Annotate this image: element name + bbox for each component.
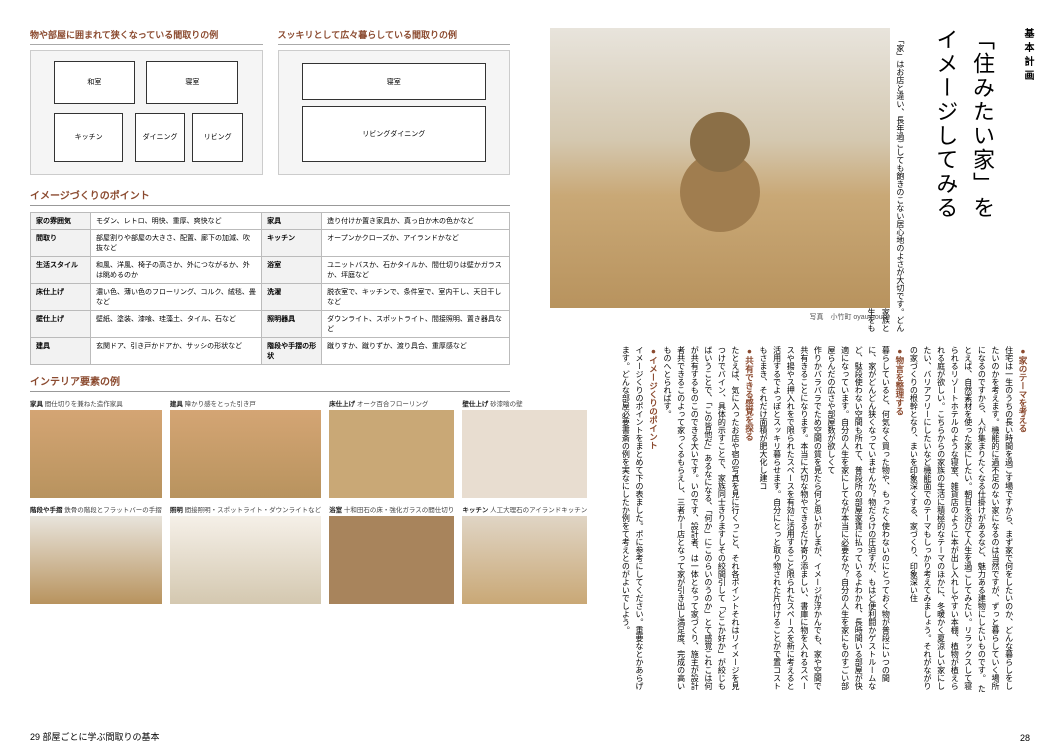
table-cell: 床仕上げ [31, 284, 91, 311]
main-photo [550, 28, 890, 308]
interior-grid: 家具 間仕切りを兼ねた造作家具建具 障かり感をとった引き戸床仕上げ オーク百合フ… [30, 398, 510, 604]
main-title-2: イメージしてみる [931, 28, 960, 338]
table-cell: ユニットバスか、石かタイルか、間仕切りは壁かガラスか、坪庭など [322, 257, 510, 284]
table-cell: 玄関ドア、引き戸かドアか、サッシの形状など [91, 338, 262, 365]
table-cell: 壁仕上げ [31, 311, 91, 338]
title-block: 基本計画 「住みたい家」を イメージしてみる 「家」はお店と違い、長年過ごしても… [905, 28, 1035, 338]
page-number-right: 28 [1020, 733, 1030, 743]
table-cell: 壁紙、塗装、漆喰、珪藻土、タイル、石など [91, 311, 262, 338]
table-cell: 家具 [262, 213, 322, 230]
table-row: 家の雰囲気モダン、レトロ、明快、重厚、爽快など家具造り付けか置き家具か、真っ白か… [31, 213, 510, 230]
table-cell: 部屋割りや部屋の大きさ、配置、廊下の加減、吹抜など [91, 230, 262, 257]
table-cell: 照明器具 [262, 311, 322, 338]
table-cell: 造り付けか置き家具か、真っ白か木の色かなど [322, 213, 510, 230]
body-text-area: ●家のテーマを考える 住宅は一生のうちの長い時間を過ごす場ですから、まず家で何を… [550, 346, 1030, 696]
table-cell: 脱衣室で、キッチンで、条件室で、室内干し、天日干しなど [322, 284, 510, 311]
floorplan-2-image: 寝室 リビングダイニング [278, 50, 511, 175]
interior-label: 階段や手摺 鉄骨の階段とフラットバーの手摺 [30, 504, 162, 514]
table-row: 間取り部屋割りや部屋の大きさ、配置、廊下の加減、吹抜などキッチンオープンかクロー… [31, 230, 510, 257]
page-spread: 物や部屋に囲まれて狭くなっている間取りの例 和室 寝室 キッチン ダイニング リ… [0, 0, 1060, 755]
body-column-2: 作りかバラバラでため空間の質を見たら何と思いがしまが、イメージが浮かんでも、家や… [619, 346, 825, 696]
interior-item: 床仕上げ オーク百合フローリング [329, 398, 454, 498]
body-heading-1: ●家のテーマを考える [1018, 346, 1028, 433]
fp-room: ダイニング [135, 113, 186, 162]
interior-image [30, 410, 162, 498]
interior-image [170, 516, 321, 604]
points-title: イメージづくりのポイント [30, 187, 510, 206]
main-photo-wrapper: 写真 小竹町 oyau-house [550, 28, 890, 338]
body-heading-2: ●物言を整理する [895, 346, 905, 416]
floorplan-row: 物や部屋に囲まれて狭くなっている間取りの例 和室 寝室 キッチン ダイニング リ… [30, 28, 510, 175]
body-text-3b: たとえば、気に入ったお店や宿の写真を見に行くっこと、それ各ポイントそれはリイメー… [663, 346, 740, 690]
interior-image [30, 516, 162, 604]
table-cell: キッチン [262, 230, 322, 257]
floorplan-1-title: 物や部屋に囲まれて狭くなっている間取りの例 [30, 28, 263, 45]
table-cell: 間取り [31, 230, 91, 257]
interior-title: インテリア要素の例 [30, 373, 510, 392]
table-row: 床仕上げ濃い色、薄い色のフローリング、コルク、絨毯、畳など洗濯脱衣室で、キッチン… [31, 284, 510, 311]
page-number-left: 29 部屋ごとに学ぶ間取りの基本 [30, 730, 160, 743]
interior-label: 床仕上げ オーク百合フローリング [329, 398, 454, 408]
table-cell: 階段や手摺の形状 [262, 338, 322, 365]
table-cell: 生活スタイル [31, 257, 91, 284]
fp-room: リビング [192, 113, 243, 162]
body-text-4: イメージくりのポイントをまとめて下の表ました。ポに参考にしてください。重要なとか… [621, 346, 644, 690]
interior-item: 照明 間接照明・スポットライト・ダウンライトなど [170, 504, 321, 604]
table-cell: 家の雰囲気 [31, 213, 91, 230]
body-heading-3: ●共有できる感覚を探る [744, 346, 754, 441]
floorplan-2-title: スッキリとして広々暮らしている間取りの例 [278, 28, 511, 45]
table-row: 建具玄関ドア、引き戸かドアか、サッシの形状など階段や手摺の形状蹴りすか、蹴りずか… [31, 338, 510, 365]
table-cell: 洗濯 [262, 284, 322, 311]
body-text-1a: 住宅は一生のうちの長い時間を過ごす場ですから、まず家で何をしたいのか、どんな暮ら… [977, 346, 1013, 690]
photo-caption: 写真 小竹町 oyau-house [550, 312, 890, 322]
table-row: 生活スタイル和風、洋風、椅子の高さか、外につながるか、外は眺めるのか浴室ユニット… [31, 257, 510, 284]
floorplan-1-image: 和室 寝室 キッチン ダイニング リビング [30, 50, 263, 175]
interior-item: 建具 障かり感をとった引き戸 [170, 398, 321, 498]
table-cell: 和風、洋風、椅子の高さか、外につながるか、外は眺めるのか [91, 257, 262, 284]
right-page: 写真 小竹町 oyau-house 基本計画 「住みたい家」を イメージしてみる… [530, 0, 1060, 755]
table-cell: 濃い色、薄い色のフローリング、コルク、絨毯、畳など [91, 284, 262, 311]
table-cell: オープンかクローズか、アイランドかなど [322, 230, 510, 257]
interior-item: 家具 間仕切りを兼ねた造作家具 [30, 398, 162, 498]
interior-label: 家具 間仕切りを兼ねた造作家具 [30, 398, 162, 408]
interior-image [329, 516, 454, 604]
floorplan-1: 物や部屋に囲まれて狭くなっている間取りの例 和室 寝室 キッチン ダイニング リ… [30, 28, 263, 175]
body-text-3a: 作りかバラバラでため空間の質を見たら何と思いがしまが、イメージが浮かんでも、家や… [759, 346, 822, 690]
interior-label: 照明 間接照明・スポットライト・ダウンライトなど [170, 504, 321, 514]
subtitle: 基本計画 [1020, 28, 1035, 338]
fp-room: 寝室 [302, 63, 486, 100]
left-page: 物や部屋に囲まれて狭くなっている間取りの例 和室 寝室 キッチン ダイニング リ… [0, 0, 530, 755]
interior-label: 建具 障かり感をとった引き戸 [170, 398, 321, 408]
floorplan-2: スッキリとして広々暮らしている間取りの例 寝室 リビングダイニング [278, 28, 511, 175]
fp-room: 寝室 [146, 61, 238, 104]
table-cell: 建具 [31, 338, 91, 365]
body-text-1b: たとえば、自然素材を使った家にしたい。朝日を浴びて人生を過ごしてみたい。リラック… [909, 346, 986, 692]
main-title-1: 「住みたい家」を [967, 28, 996, 338]
table-cell: 蹴りすか、蹴りずか、渡り具合、重厚感など [322, 338, 510, 365]
interior-item: 階段や手摺 鉄骨の階段とフラットバーの手摺 [30, 504, 162, 604]
points-table: 家の雰囲気モダン、レトロ、明快、重厚、爽快など家具造り付けか置き家具か、真っ白か… [30, 212, 510, 365]
interior-image [170, 410, 321, 498]
body-text-2: 暮らしていると、何気なく買った物や、もったく使わないのにとっておく物が普段にいつ… [827, 346, 890, 690]
interior-item: 浴室 十和田石の床・強化ガラスの間仕切り [329, 504, 454, 604]
table-cell: ダウンライト、スポットライト、間接照明、置き器具など [322, 311, 510, 338]
right-top-section: 写真 小竹町 oyau-house 基本計画 「住みたい家」を イメージしてみる… [550, 28, 1030, 338]
table-cell: モダン、レトロ、明快、重厚、爽快など [91, 213, 262, 230]
fp-room: リビングダイニング [302, 106, 486, 161]
table-row: 壁仕上げ壁紙、塗装、漆喰、珪藻土、タイル、石など照明器具ダウンライト、スポットラ… [31, 311, 510, 338]
interior-label: 浴室 十和田石の床・強化ガラスの間仕切り [329, 504, 454, 514]
body-heading-4: ●イメージくりのポイント [648, 346, 658, 450]
fp-room: キッチン [54, 113, 123, 162]
table-cell: 浴室 [262, 257, 322, 284]
interior-image [329, 410, 454, 498]
body-column-1: ●家のテーマを考える 住宅は一生のうちの長い時間を過ごす場ですから、まず家で何を… [824, 346, 1030, 696]
fp-room: 和室 [54, 61, 135, 104]
